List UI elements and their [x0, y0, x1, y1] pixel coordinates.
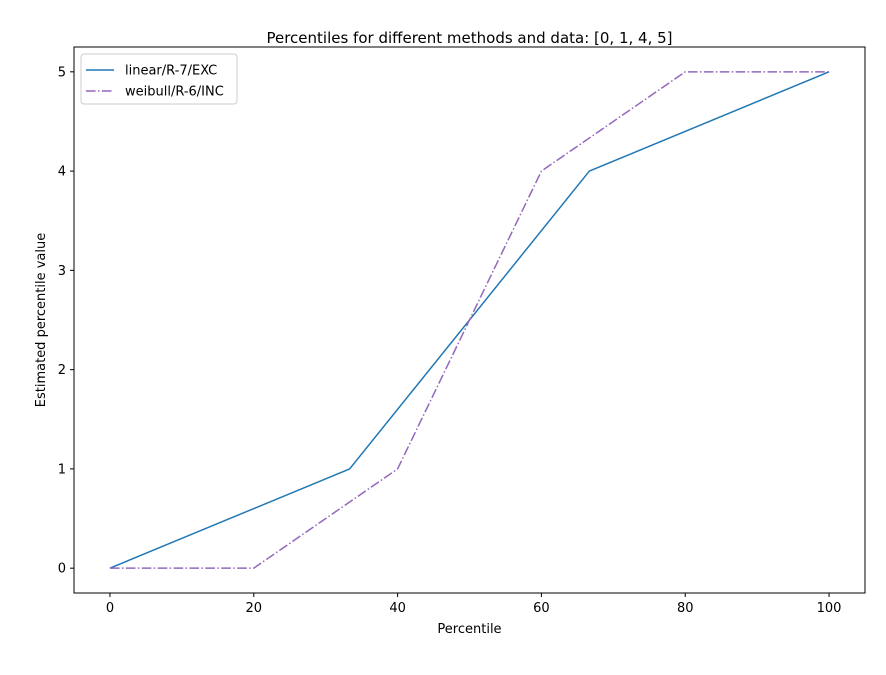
x-tick-label: 20	[245, 601, 262, 616]
series-line-2	[109, 71, 830, 569]
plot-frame	[73, 46, 866, 594]
y-axis: 0 1 2 3 4 5	[58, 65, 74, 577]
y-tick-label: 2	[58, 363, 66, 378]
x-axis-label: Percentile	[437, 622, 501, 637]
legend: linear/R-7/EXC weibull/R-6/INC	[80, 53, 238, 105]
x-axis: 0 20 40 60 80 100	[106, 593, 842, 616]
y-tick-label: 0	[58, 562, 66, 577]
y-tick-label: 4	[58, 165, 66, 180]
legend-label-2: weibull/R-6/INC	[125, 85, 224, 100]
x-tick-label: 0	[106, 601, 114, 616]
series-layer	[109, 71, 830, 569]
x-tick-label: 40	[389, 601, 406, 616]
y-axis-label: Estimated percentile value	[34, 233, 49, 407]
legend-box	[80, 53, 238, 105]
x-tick-label: 60	[533, 601, 550, 616]
y-tick-label: 5	[58, 65, 66, 80]
chart-title: Percentiles for different methods and da…	[266, 29, 672, 47]
legend-label-1: linear/R-7/EXC	[125, 64, 217, 79]
x-tick-label: 100	[817, 601, 842, 616]
y-tick-label: 1	[58, 462, 66, 477]
x-tick-label: 80	[677, 601, 694, 616]
y-tick-label: 3	[58, 264, 66, 279]
